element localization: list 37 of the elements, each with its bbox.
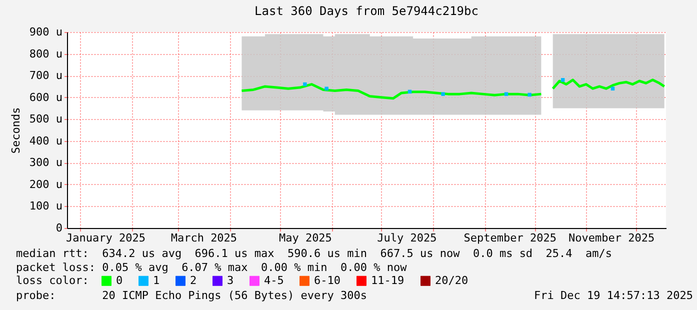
y-tick-label: 600 u — [29, 90, 62, 104]
x-tick-label: September 2025 — [464, 232, 556, 244]
legend-label: 2 — [190, 274, 197, 287]
point — [303, 82, 307, 86]
y-tick-label: 0 — [56, 222, 62, 234]
legend-label: 11-19 — [371, 274, 404, 287]
x-tick-label: July 2025 — [377, 232, 437, 244]
point — [441, 92, 445, 96]
text: median rtt: 634.2 us avg 696.1 us max 590.6 us min 667.5 us now 0.0 ms sd 25.4 am/s — [16, 247, 612, 260]
y-tick-label: 900 u — [29, 26, 62, 38]
legend-label: 20/20 — [435, 274, 468, 287]
x-tick-label: November 2025 — [568, 232, 655, 244]
legend-label: 0 — [116, 274, 123, 287]
legend-label: 4-5 — [264, 274, 284, 287]
x-tick-label: May 2025 — [278, 232, 332, 244]
x-tick-label: January 2025 — [66, 232, 146, 244]
point — [504, 92, 508, 96]
point — [528, 92, 532, 97]
point — [324, 86, 328, 90]
y-tick-label: 300 u — [29, 156, 62, 170]
y-tick-label: 500 u — [29, 112, 62, 126]
y-tick-label: 800 u — [29, 47, 62, 60]
chart-title: Last 360 Days from 5e7944c219bc — [254, 4, 478, 18]
y-tick-label: 700 u — [29, 69, 62, 82]
y-tick-label: 200 u — [29, 178, 62, 191]
text: Fri Dec 19 14:57:13 2025 — [534, 289, 693, 302]
text: packet loss: 0.05 % avg 6.07 % max 0.00 % min 0.00 % now — [16, 261, 408, 274]
legend-label: 1 — [153, 274, 160, 287]
text: probe: 20 ICMP Echo Pings (56 Bytes) every 300s — [16, 289, 367, 302]
x-tick-label: March 2025 — [170, 232, 238, 244]
legend-label: 6-10 — [314, 274, 340, 287]
legend-label: 3 — [227, 274, 234, 287]
legend-title: loss color: — [16, 274, 89, 287]
y-axis-title: Seconds — [9, 107, 22, 154]
y-tick-label: 400 u — [29, 134, 62, 148]
point — [560, 78, 565, 82]
y-tick-label: 100 u — [29, 200, 62, 213]
